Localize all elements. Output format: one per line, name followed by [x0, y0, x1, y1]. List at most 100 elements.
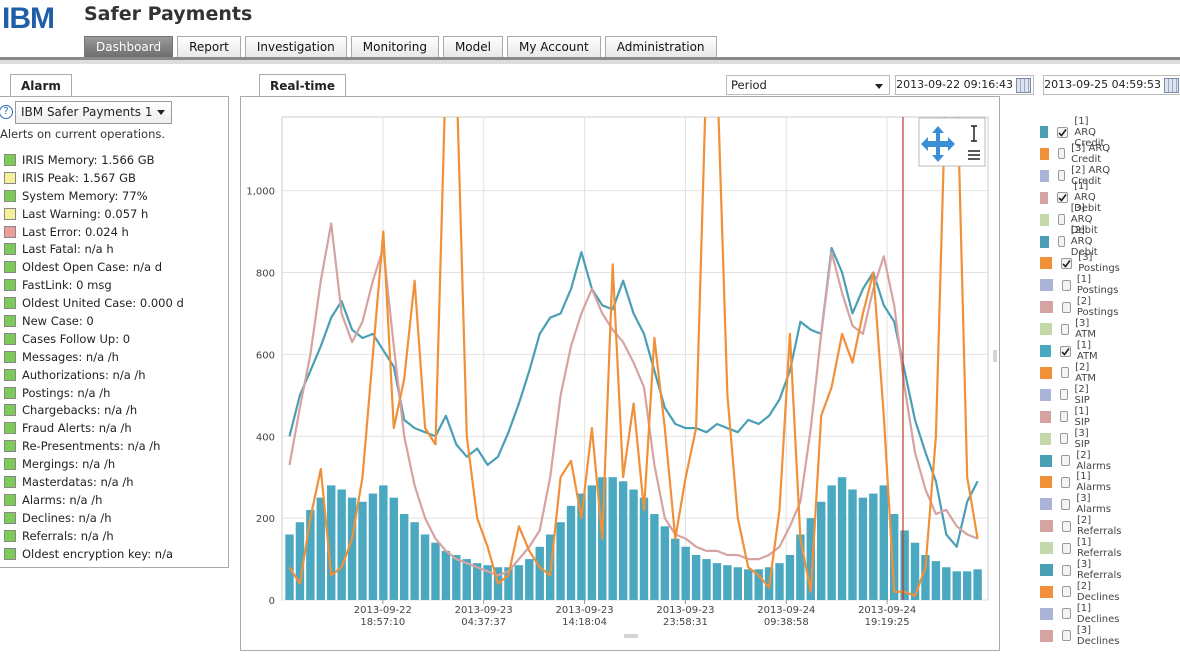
legend-checkbox[interactable]	[1061, 586, 1071, 598]
y-tick-label: 400	[256, 432, 275, 443]
legend-checkbox[interactable]	[1060, 367, 1070, 379]
period-select[interactable]: Period	[726, 75, 890, 95]
calendar-icon[interactable]	[1016, 78, 1031, 93]
legend-item[interactable]: [2] SIP	[1040, 384, 1097, 406]
legend-item[interactable]: [1] Alarms	[1040, 471, 1117, 493]
bar	[744, 569, 753, 600]
legend-swatch	[1040, 564, 1053, 576]
legend-item[interactable]: [3] Referrals	[1040, 559, 1127, 581]
legend-swatch	[1040, 498, 1053, 511]
legend-checkbox[interactable]	[1061, 257, 1073, 269]
legend-item[interactable]: [2] Postings	[1040, 296, 1124, 318]
legend-checkbox[interactable]	[1061, 608, 1071, 620]
legend-item[interactable]: [1] Referrals	[1040, 537, 1127, 560]
pan-icon[interactable]	[921, 126, 955, 162]
date-to[interactable]: 2013-09-25 04:59:53	[1043, 75, 1180, 95]
legend-checkbox[interactable]	[1059, 345, 1071, 357]
legend-swatch	[1040, 126, 1049, 138]
legend-checkbox[interactable]	[1061, 476, 1071, 488]
nav-tab[interactable]: Administration	[604, 36, 717, 57]
bar	[671, 538, 680, 600]
legend-checkbox[interactable]	[1058, 148, 1066, 160]
panel-tab[interactable]: Alarm	[10, 74, 72, 97]
bar	[952, 571, 961, 600]
legend-checkbox[interactable]	[1061, 564, 1071, 576]
legend-item[interactable]: [2] ATM	[1040, 362, 1103, 384]
resize-handle[interactable]	[624, 634, 638, 638]
legend-item[interactable]: [1] Postings	[1040, 274, 1124, 296]
alert-row: IRIS Peak: 1.567 GB	[4, 169, 184, 187]
legend-label: [2] Referrals	[1077, 515, 1122, 538]
bar	[921, 554, 930, 600]
legend-label: [3] ARQ Credit	[1071, 142, 1111, 165]
legend-item[interactable]: [2] ARQ Debit	[1040, 225, 1109, 258]
legend-checkbox[interactable]	[1058, 170, 1066, 182]
legend-checkbox[interactable]	[1061, 520, 1071, 532]
nav-tab[interactable]: Investigation	[244, 36, 347, 57]
legend-checkbox[interactable]	[1060, 411, 1069, 423]
legend-item[interactable]: [1] ARQ Credit	[1040, 116, 1112, 149]
legend-label: [1] Referrals	[1077, 537, 1122, 560]
nav-tab[interactable]: Monitoring	[350, 36, 439, 57]
legend-checkbox[interactable]	[1057, 126, 1069, 138]
alert-row: System Memory: 77%	[4, 187, 184, 205]
legend-checkbox[interactable]	[1061, 542, 1071, 554]
resize-handle[interactable]	[993, 350, 997, 362]
legend-checkbox[interactable]	[1060, 433, 1069, 445]
bar	[410, 522, 419, 600]
legend-checkbox[interactable]	[1060, 323, 1070, 335]
legend-swatch	[1040, 323, 1052, 336]
legend-label: [1] SIP	[1074, 405, 1090, 428]
legend-item[interactable]: [1] ATM	[1040, 340, 1103, 362]
legend-item[interactable]: [3] SIP	[1040, 428, 1097, 450]
legend-checkbox[interactable]	[1061, 455, 1071, 466]
zoom-icon[interactable]	[971, 125, 977, 142]
date-text: 2013-09-25 04:59:53	[1044, 78, 1161, 91]
date-from[interactable]: 2013-09-22 09:16:43	[895, 75, 1034, 95]
legend-item[interactable]: [2] ARQ Credit	[1040, 165, 1112, 187]
alert-row: Oldest encryption key: n/a	[4, 545, 184, 563]
legend-checkbox[interactable]	[1057, 192, 1069, 204]
legend-swatch	[1040, 301, 1053, 314]
help-icon[interactable]: ?	[0, 105, 13, 119]
legend-checkbox[interactable]	[1061, 630, 1071, 642]
legend-item[interactable]: [3] ARQ Debit	[1040, 203, 1109, 236]
legend-checkbox[interactable]	[1057, 214, 1065, 226]
legend-item[interactable]: [2] Alarms	[1040, 450, 1117, 472]
panel-tab[interactable]: Real-time	[259, 74, 347, 97]
legend-checkbox[interactable]	[1060, 389, 1069, 401]
nav-tab[interactable]: Model	[442, 36, 503, 57]
tab-bar: Dashboard Report Investigation Monitoring Mo…	[84, 36, 717, 57]
legend-label: [3] Alarms	[1076, 493, 1111, 516]
legend-item[interactable]: [1] ARQ Debit	[1040, 181, 1109, 214]
status-indicator	[4, 350, 16, 363]
legend-item[interactable]: [3] Postings	[1040, 252, 1124, 274]
x-tick-label: 2013-09-24 19:19:25	[858, 605, 917, 628]
legend-swatch	[1040, 147, 1050, 160]
nav-tab[interactable]: My Account	[506, 36, 601, 57]
nav-tab[interactable]: Report	[177, 36, 241, 57]
legend-checkbox[interactable]	[1061, 279, 1071, 291]
legend-item[interactable]: [1] SIP	[1040, 405, 1097, 428]
legend-checkbox[interactable]	[1057, 236, 1065, 247]
nav-tab[interactable]: Dashboard	[84, 36, 174, 57]
check-icon	[1058, 128, 1067, 137]
legend-item[interactable]: [3] Declines	[1040, 625, 1125, 647]
legend-item[interactable]: [1] Declines	[1040, 603, 1125, 625]
instance-select[interactable]: IBM Safer Payments 1	[15, 101, 172, 124]
bar	[514, 565, 524, 600]
legend-item[interactable]: [3] Alarms	[1040, 493, 1117, 516]
legend-item[interactable]: [2] Declines	[1040, 581, 1125, 603]
check-icon	[1061, 347, 1070, 356]
menu-icon[interactable]	[968, 150, 980, 160]
legend-item[interactable]: [3] ARQ Credit	[1040, 142, 1112, 165]
bar	[942, 567, 951, 600]
navigator[interactable]	[918, 117, 986, 167]
legend-item[interactable]: [3] ATM	[1040, 318, 1103, 340]
calendar-icon[interactable]	[1164, 78, 1179, 93]
legend-checkbox[interactable]	[1061, 498, 1071, 510]
legend-checkbox[interactable]	[1061, 301, 1071, 313]
status-indicator	[4, 422, 16, 435]
legend-item[interactable]: [2] Referrals	[1040, 515, 1127, 538]
alert-text: Last Fatal: n/a h	[22, 242, 114, 257]
